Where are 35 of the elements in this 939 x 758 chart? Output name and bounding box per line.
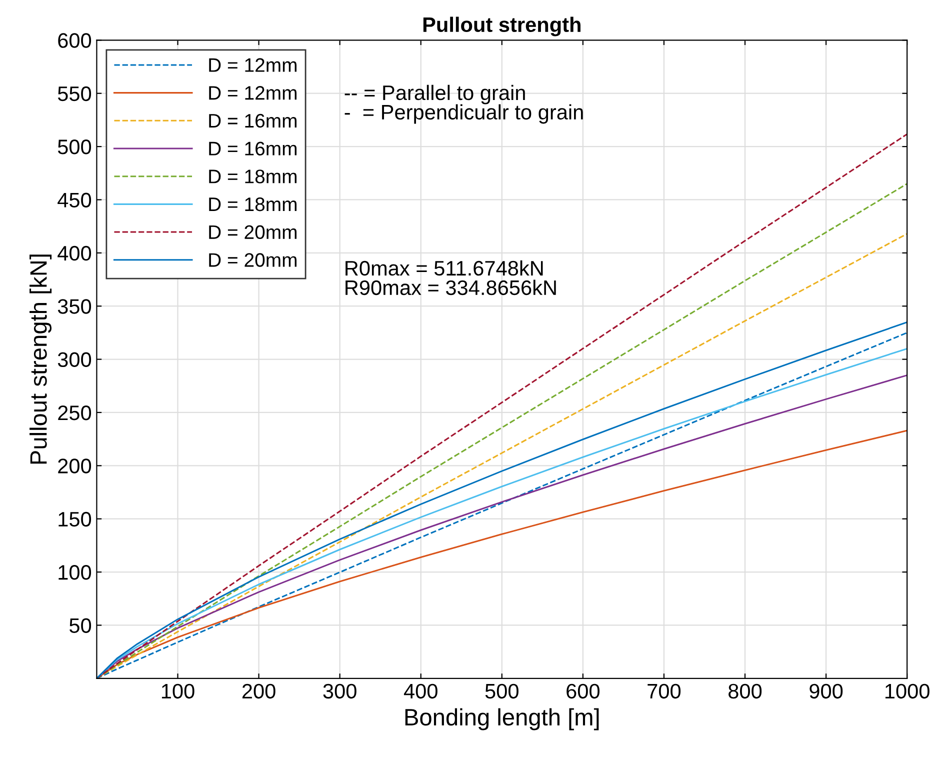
x-tick-label: 400 [404, 684, 438, 699]
x-tick-label: 900 [810, 684, 843, 699]
annotation: R0max = 511.6748kN R90max = 334.8656kN [346, 260, 556, 296]
y-tick-label: 350 [58, 299, 92, 314]
x-tick-label: 200 [242, 684, 276, 699]
x-tick-label: 600 [566, 684, 600, 699]
annotation: -- = Parallel to grain - = Perpendicualr to grain [344, 84, 583, 124]
legend-label: D = 12mm [209, 58, 296, 72]
y-tick-label: 300 [58, 352, 92, 368]
legend-label: D = 20mm [209, 225, 296, 240]
x-tick-label: 300 [323, 684, 356, 699]
y-tick-label: 250 [58, 405, 92, 420]
legend-label: D = 16mm [209, 114, 296, 128]
x-tick-label: 100 [162, 684, 194, 699]
y-tick-label: 550 [58, 86, 92, 102]
y-tick-label: 500 [58, 140, 92, 154]
y-axis-title: Pullout strength [kN] [30, 254, 52, 464]
y-tick-label: 400 [58, 246, 92, 261]
x-tick-label: 800 [728, 684, 762, 699]
y-tick-label: 50 [70, 618, 92, 633]
legend-label: D = 18mm [209, 170, 296, 184]
legend-label: D = 12mm [209, 86, 296, 100]
chart-title: Pullout strength [423, 16, 580, 36]
legend-label: D = 16mm [209, 142, 296, 156]
y-tick-label: 600 [58, 33, 92, 48]
y-tick-label: 200 [58, 458, 92, 474]
legend-label: D = 20mm [209, 253, 296, 267]
x-tick-label: 500 [485, 684, 518, 699]
x-tick-label: 700 [648, 684, 681, 699]
x-tick-label: 1000 [885, 684, 930, 699]
y-tick-label: 150 [58, 512, 92, 527]
legend-label: D = 18mm [209, 197, 296, 212]
y-tick-label: 450 [58, 192, 92, 208]
x-axis-title: Bonding length [m] [405, 708, 599, 730]
y-tick-label: 100 [58, 565, 92, 580]
